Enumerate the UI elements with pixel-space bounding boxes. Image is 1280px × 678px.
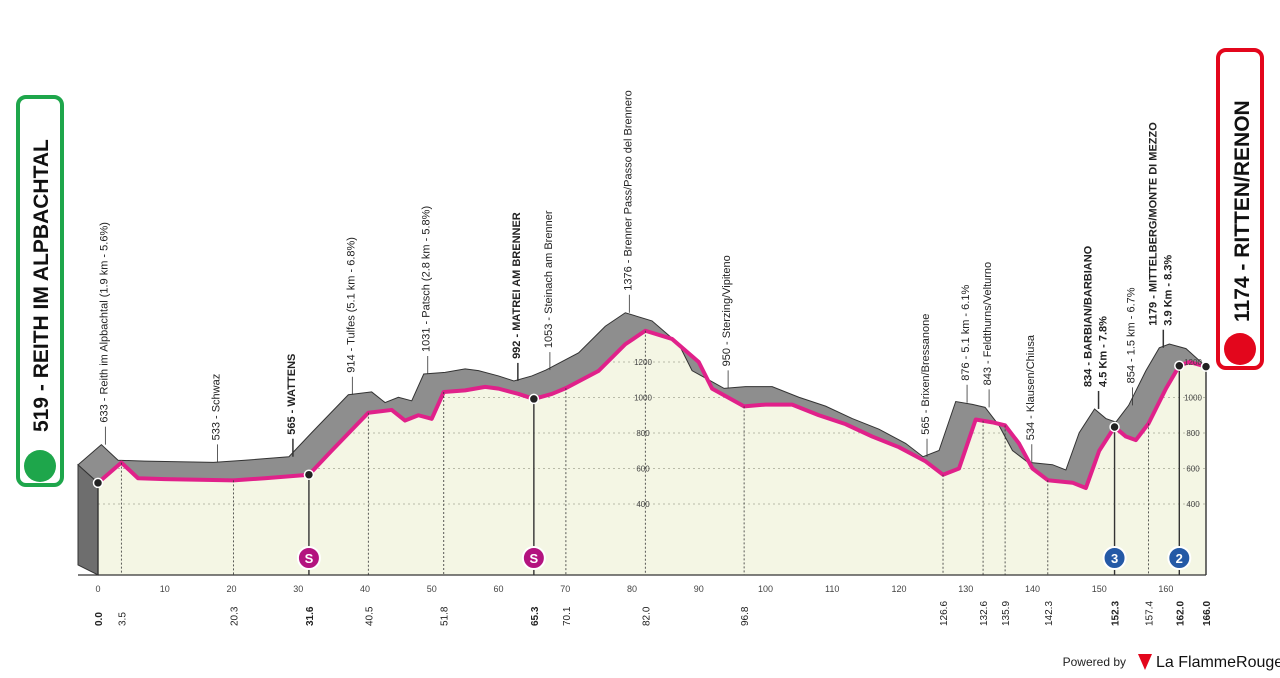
waypoint-dot	[528, 393, 540, 405]
waypoint-km: 51.8	[440, 606, 451, 626]
waypoint-label: 834 - BARBIAN/BARBIANO	[1083, 245, 1095, 387]
marker-label: S	[530, 551, 539, 566]
kom-marker	[1167, 546, 1192, 570]
brand-icon	[1138, 654, 1152, 670]
waypoint-km: 31.6	[305, 606, 316, 626]
waypoint-km: 0.0	[94, 612, 105, 626]
waypoint-km: 166.0	[1202, 601, 1213, 626]
waypoint-dot	[303, 469, 315, 480]
waypoint-label: 992 - MATREI AM BRENNER	[511, 212, 523, 359]
x-tick-label: 30	[293, 584, 303, 594]
x-tick-label: 160	[1158, 584, 1173, 594]
y-tick-label: 400	[1186, 500, 1200, 509]
waypoint-label: 565 - Brixen/Bressanone	[920, 314, 932, 435]
waypoint-km: 142.3	[1044, 601, 1055, 626]
finish-box	[1216, 48, 1264, 370]
waypoint-km: 152.3	[1111, 601, 1122, 626]
y-tick-label: 1000	[1184, 394, 1202, 403]
waypoint-km: 70.1	[562, 606, 573, 626]
sprint-marker	[521, 546, 546, 570]
start-label: 519 - REITH IM ALPBACHTAL	[30, 139, 53, 432]
marker-label: S	[305, 551, 314, 566]
waypoint-km: 65.3	[530, 606, 541, 626]
start-icon	[24, 450, 56, 482]
waypoint-label: 914 - Tulfes (5.1 km - 6.8%)	[345, 237, 357, 373]
waypoint-label: 1376 - Brenner Pass/Passo del Brennero	[622, 90, 634, 291]
road	[96, 328, 1207, 491]
waypoint-km: 82.0	[641, 606, 652, 626]
waypoint-km: 20.3	[229, 606, 240, 626]
x-tick-label: 10	[160, 584, 170, 594]
x-tick-label: 20	[226, 584, 236, 594]
x-tick-label: 130	[958, 584, 973, 594]
x-tick-label: 90	[694, 584, 704, 594]
y-tick-label: 800	[636, 429, 650, 438]
waypoint-label: 633 - Reith im Alpbachtal (1.9 km - 5.6%…	[98, 222, 110, 423]
x-tick-label: 80	[627, 584, 637, 594]
waypoint-label: 1053 - Steinach am Brenner	[543, 210, 555, 348]
y-tick-label: 600	[636, 465, 650, 474]
marker-label: 3	[1111, 551, 1118, 566]
waypoint-label: 1031 - Patsch (2.8 km - 5.8%)	[421, 206, 433, 352]
x-tick-label: 50	[427, 584, 437, 594]
waypoint-label: 854 - 1.5 km - 6.7%	[1126, 287, 1138, 383]
sprint-marker	[296, 546, 321, 570]
finish-icon	[1224, 333, 1256, 365]
finish-label: 1174 - RITTEN/RENON	[1231, 100, 1254, 322]
x-tick-label: 140	[1025, 584, 1040, 594]
waypoint-label: 533 - Schwaz	[210, 374, 222, 441]
waypoint-km: 157.4	[1145, 601, 1156, 626]
y-tick-label: 1000	[634, 394, 652, 403]
x-tick-label: 150	[1092, 584, 1107, 594]
waypoint-km: 135.9	[1001, 601, 1012, 626]
ground	[98, 330, 1206, 575]
brand: La FlammeRouge	[1156, 654, 1280, 671]
marker-label: 2	[1176, 551, 1183, 566]
waypoint-label: 565 - WATTENS	[286, 354, 298, 435]
waypoint-km: 162.0	[1175, 601, 1186, 626]
waypoint-label: 1179 - MITTELBERG/MONTE DI MEZZO	[1147, 122, 1159, 326]
x-tick-label: 40	[360, 584, 370, 594]
waypoint-sublabel: 4.5 Km - 7.8%	[1098, 316, 1110, 387]
x-tick-label: 0	[95, 584, 100, 594]
y-tick-label: 1200	[634, 358, 652, 367]
kom-marker	[1102, 546, 1127, 570]
waypoint-dot	[1200, 361, 1212, 372]
start-box	[16, 95, 64, 487]
waypoint-dot	[92, 477, 104, 489]
x-tick-label: 100	[758, 584, 773, 594]
waypoint-label: 876 - 5.1 km - 6.1%	[960, 285, 972, 381]
waypoint-km: 126.6	[939, 601, 950, 626]
y-tick-label: 600	[1186, 465, 1200, 474]
waypoint-label: 950 - Sterzing/Vipiteno	[721, 255, 733, 366]
waypoint-km: 132.6	[979, 601, 990, 626]
y-tick-label: 1200	[1184, 358, 1202, 367]
y-tick-label: 800	[1186, 429, 1200, 438]
waypoint-sublabel: 3.9 Km - 8.3%	[1162, 255, 1174, 326]
waypoint-km: 40.5	[364, 606, 375, 626]
x-tick-label: 120	[891, 584, 906, 594]
x-tick-label: 60	[493, 584, 503, 594]
waypoint-km: 3.5	[117, 612, 128, 626]
powered-by: Powered by	[1063, 655, 1126, 669]
waypoint-km: 96.8	[740, 606, 751, 626]
y-tick-label: 400	[636, 500, 650, 509]
waypoint-dot	[1174, 360, 1185, 371]
waypoint-label: 534 - Klausen/Chiusa	[1025, 334, 1037, 440]
x-tick-label: 70	[560, 584, 570, 594]
waypoint-dot	[1109, 421, 1120, 433]
waypoint-label: 843 - Feldthurns/Velturno	[982, 262, 994, 386]
x-tick-label: 110	[825, 584, 839, 594]
